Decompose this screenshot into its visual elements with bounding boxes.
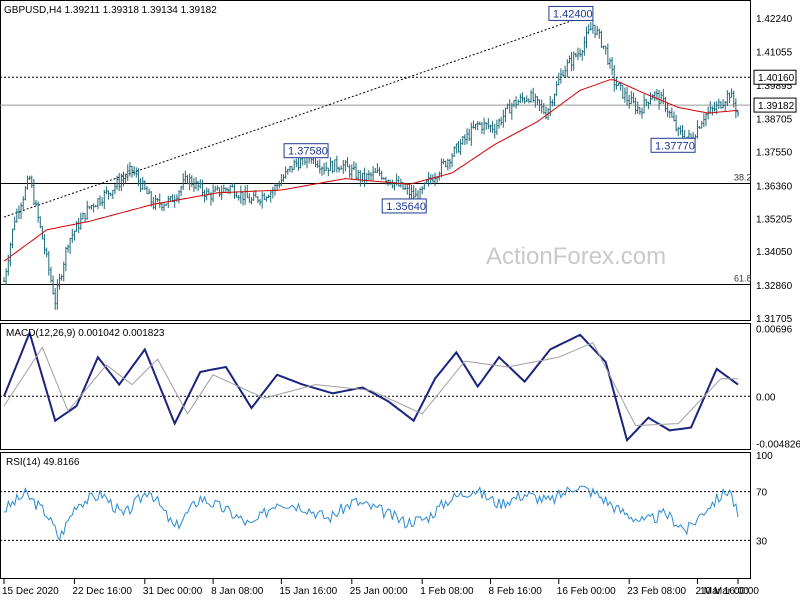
macd-tick-label: -0.004826 — [756, 439, 800, 450]
price-tick-label: 1.37550 — [756, 148, 793, 159]
x-tick-label: 8 Jan 08:00 — [211, 586, 264, 597]
price-annotation-box — [650, 137, 696, 153]
price-panel-title: GBPUSD,H4 1.39211 1.39318 1.39134 1.3918… — [4, 5, 217, 16]
macd-panel-title: MACD(12,26,9) 0.001042 0.001823 — [6, 328, 165, 339]
price-tick-label: 1.39895 — [756, 81, 793, 92]
price-tick-label: 1.41055 — [756, 48, 793, 59]
main-panel-frame — [0, 0, 751, 321]
watermark: ActionForex.com — [486, 243, 666, 270]
price-tick-label: 1.36360 — [756, 181, 793, 192]
price-panel: 1.42240 1.41055 1.39895 1.38705 1.37550 1.363… — [0, 5, 797, 325]
signal-line — [3, 341, 738, 427]
price-annotation-box — [381, 198, 427, 214]
price-tick-label: 1.35205 — [756, 214, 793, 225]
rsi-panel: 100 70 30 — [0, 451, 773, 547]
price-tick-label: 1.32860 — [756, 281, 793, 292]
price-tick-label: 1.38705 — [756, 115, 793, 126]
price-annotation-box — [548, 5, 594, 21]
price-tag-box — [753, 69, 797, 85]
price-tick-label: 1.42240 — [756, 14, 793, 25]
price-tag-label: 1.39182 — [758, 101, 795, 112]
price-tag-box — [753, 97, 797, 113]
x-tick-label: 8 Feb 16:00 — [488, 586, 542, 597]
x-tick-label: 25 Jan 00:00 — [350, 586, 408, 597]
fib-label: 38.2 — [734, 172, 752, 182]
price-tick-label: 1.34050 — [756, 247, 793, 258]
moving-average-line — [3, 79, 739, 262]
rsi-panel-frame — [0, 452, 751, 579]
macd-panel: 0.00696 0.00 -0.004826 — [0, 324, 800, 450]
price-tag-label: 1.40160 — [758, 73, 795, 84]
x-tick-label: 31 Dec 00:00 — [143, 586, 203, 597]
price-tick-label: 1.31705 — [756, 314, 793, 325]
rsi-tick-label: 100 — [756, 451, 773, 462]
x-tick-label: 23 Feb 08:00 — [627, 586, 686, 597]
price-annotation-box — [283, 143, 329, 159]
x-tick-label: 2 Mar 16:00 — [695, 586, 749, 597]
x-tick-label: 16 Feb 00:00 — [557, 586, 616, 597]
price-annotation-label: 1.42400 — [553, 8, 593, 20]
rsi-tick-label: 30 — [756, 536, 768, 547]
x-axis: 15 Dec 2020 22 Dec 16:00 31 Dec 00:00 8 Jan… — [2, 579, 759, 597]
x-tick-label: 15 Jan 16:00 — [279, 586, 337, 597]
macd-tick-label: 0.00696 — [756, 324, 793, 335]
x-tick-label: 15 Dec 2020 — [2, 586, 59, 597]
x-tick-label: 10 Mar 00:00 — [700, 586, 759, 597]
macd-tick-label: 0.00 — [756, 392, 776, 403]
x-tick-label: 1 Feb 08:00 — [420, 586, 474, 597]
price-annotation-label: 1.35640 — [386, 201, 426, 213]
x-tick-label: 22 Dec 16:00 — [72, 586, 132, 597]
rsi-panel-title: RSI(14) 49.8166 — [6, 457, 80, 468]
macd-line — [3, 329, 739, 443]
price-annotation-label: 1.37770 — [655, 140, 695, 152]
rsi-line — [3, 485, 739, 542]
fib-label: 61.8 — [734, 274, 752, 284]
macd-panel-frame — [0, 323, 751, 450]
rsi-tick-label: 70 — [756, 488, 768, 499]
price-annotation-label: 1.37580 — [288, 146, 328, 158]
